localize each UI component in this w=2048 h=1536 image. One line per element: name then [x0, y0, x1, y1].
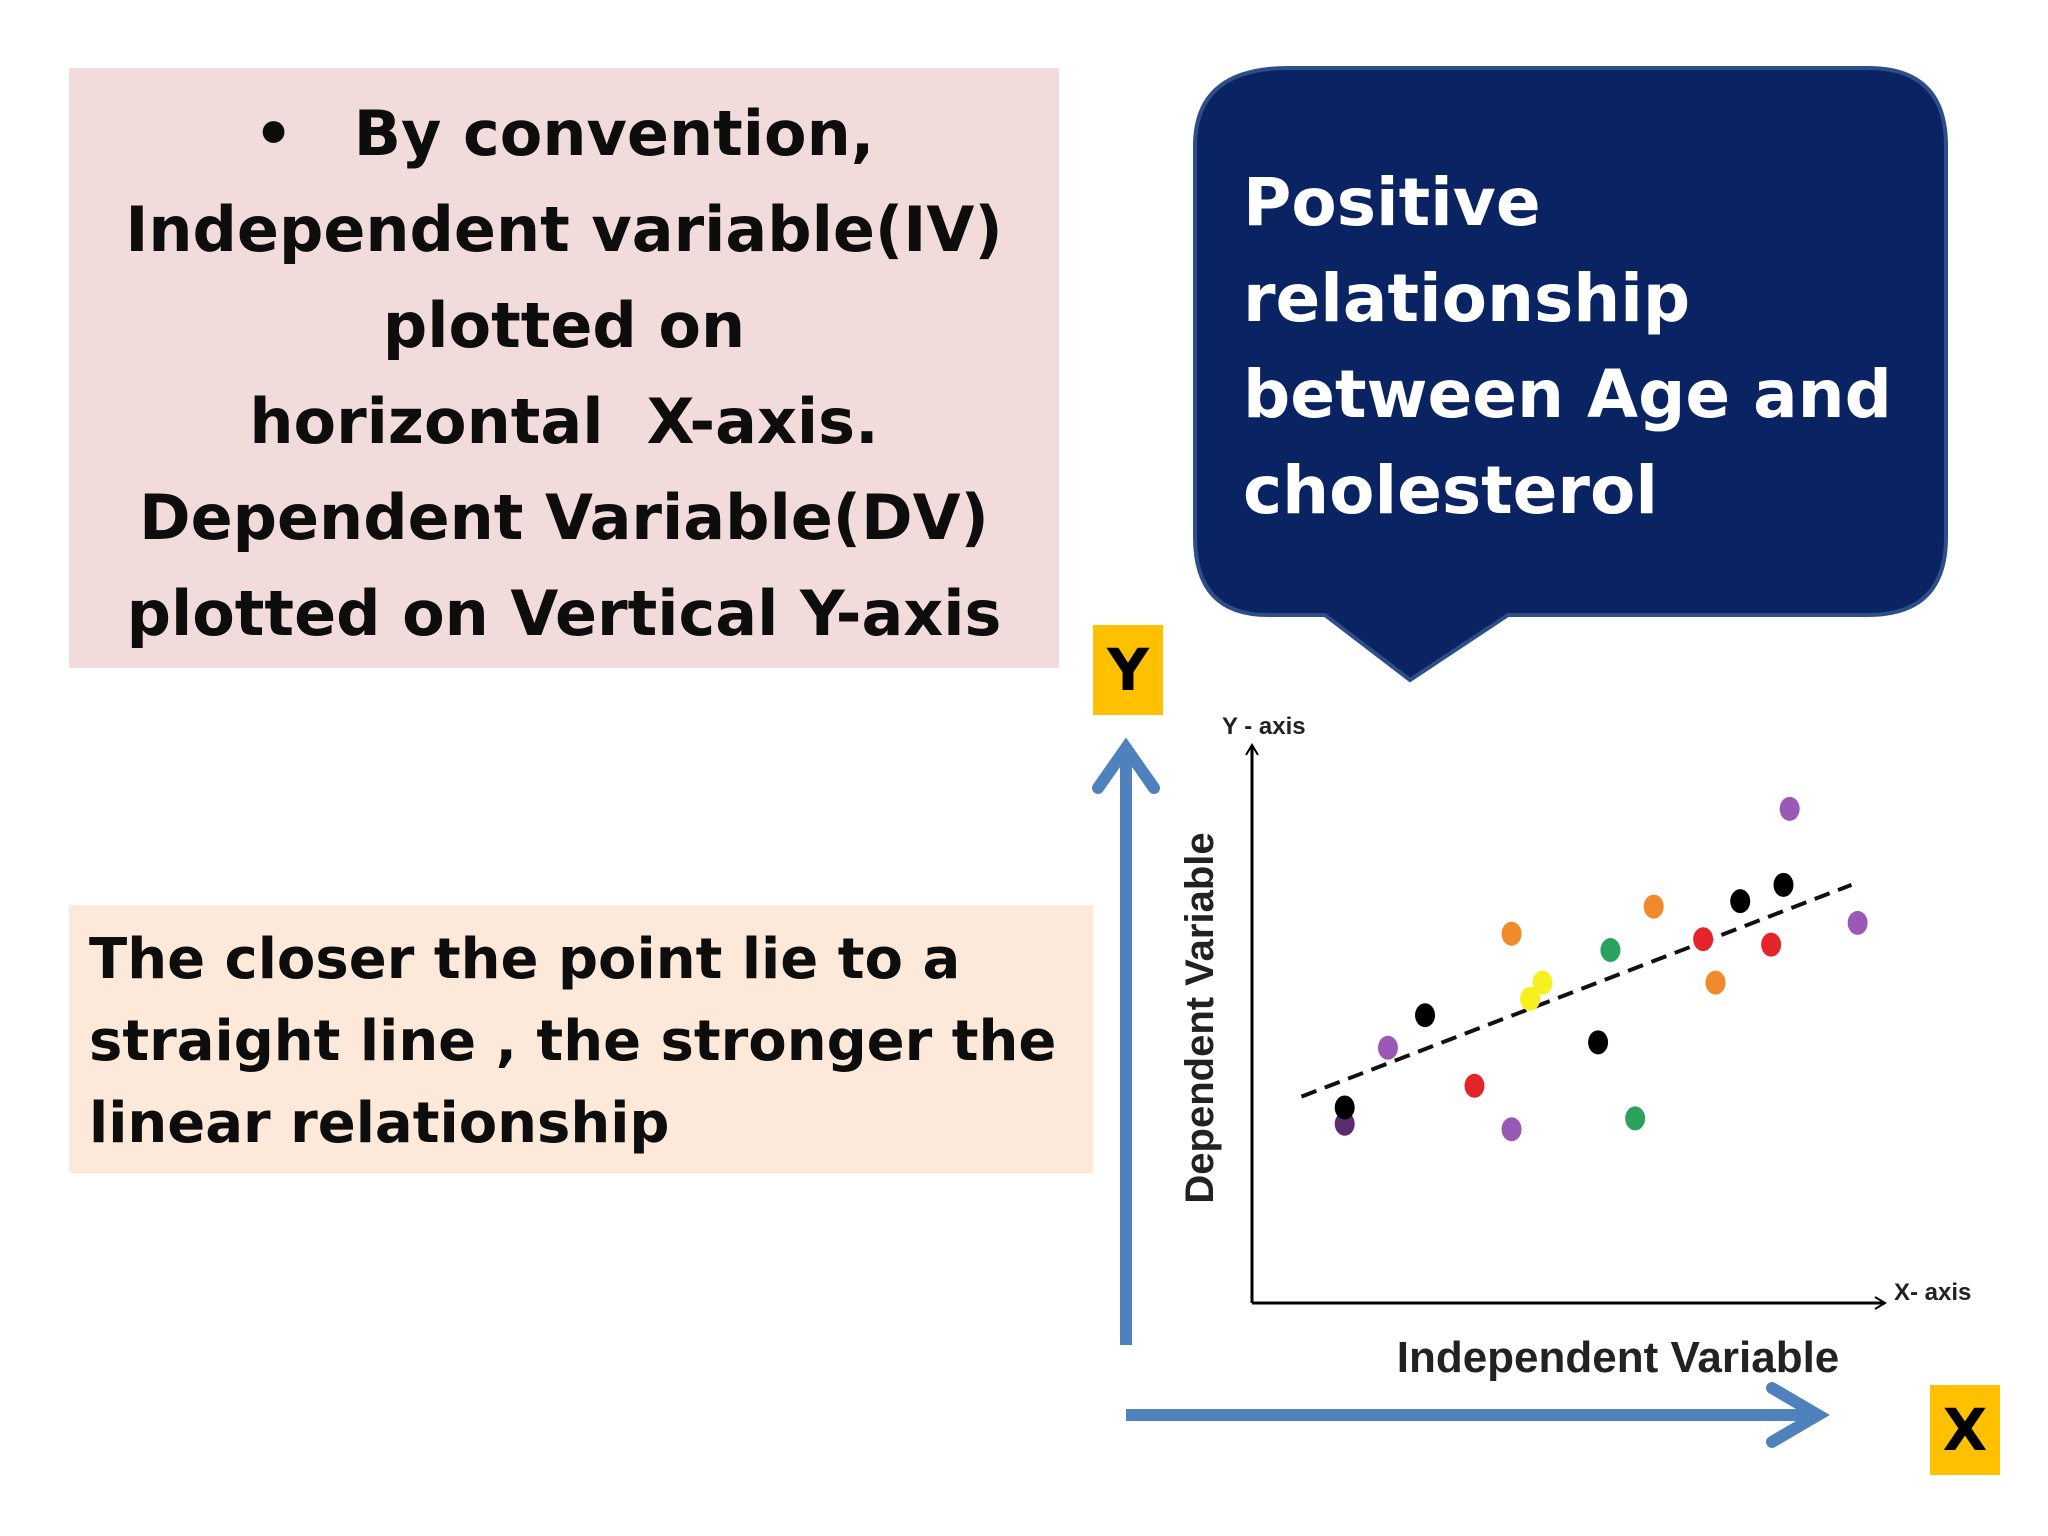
x-axis-label: Independent Variable: [1397, 1333, 1840, 1382]
data-point-19: [1847, 910, 1868, 935]
y-letter-badge: Y: [1093, 625, 1163, 715]
callout-line-2: relationship: [1243, 260, 1691, 337]
convention-line-3: plotted on: [382, 289, 746, 362]
data-point-17: [1773, 872, 1794, 897]
data-point-12: [1643, 894, 1664, 919]
data-point-14: [1705, 970, 1726, 995]
trend-line: [1300, 883, 1853, 1099]
linearity-box: The closer the point lie to a straight l…: [69, 905, 1093, 1173]
data-points: [1334, 796, 1868, 1142]
data-point-5: [1501, 1117, 1522, 1142]
data-point-18: [1779, 796, 1800, 821]
data-point-4: [1464, 1073, 1485, 1098]
bullet: •: [253, 97, 294, 170]
convention-line-5: Dependent Variable(DV): [139, 481, 989, 554]
convention-line-1: • By convention,: [69, 86, 1059, 182]
data-point-20: [1334, 1095, 1355, 1120]
y-axis-tag: Y - axis: [1222, 713, 1306, 740]
linearity-line-1: The closer the point lie to a: [89, 927, 961, 992]
convention-line-6: plotted on Vertical Y-axis: [126, 577, 1002, 650]
data-point-6: [1520, 986, 1541, 1011]
callout-line-4: cholesterol: [1243, 452, 1658, 529]
convention-box: • By convention, Independent variable(IV)…: [69, 68, 1059, 668]
big-x-axis-arrowhead: [1766, 1382, 1830, 1448]
data-point-10: [1600, 938, 1621, 963]
scatter-plot: Y - axis X- axis Independent Variable De…: [1178, 713, 1971, 1382]
data-point-8: [1532, 970, 1553, 995]
data-point-11: [1625, 1106, 1646, 1131]
linearity-line-2: straight line , the stronger the: [89, 1009, 1057, 1074]
big-y-axis-arrowhead: [1092, 737, 1160, 794]
linearity-line-3: linear relationship: [89, 1091, 670, 1156]
data-point-7: [1501, 921, 1522, 946]
data-point-15: [1730, 889, 1751, 914]
x-axis-tag: X- axis: [1894, 1279, 1971, 1306]
callout-bubble: [1193, 66, 1948, 683]
convention-line-4: horizontal X-axis.: [249, 385, 879, 458]
data-point-9: [1588, 1030, 1609, 1055]
x-letter-badge: X: [1930, 1385, 2000, 1475]
data-point-13: [1693, 927, 1714, 952]
data-point-3: [1415, 1003, 1436, 1028]
convention-line-2: Independent variable(IV): [125, 193, 1003, 266]
y-axis-label: Dependent Variable: [1178, 832, 1222, 1203]
data-point-16: [1761, 932, 1782, 957]
callout-line-1: Positive: [1243, 164, 1541, 241]
data-point-2: [1377, 1035, 1398, 1060]
callout-text: Positive relationship between Age and ch…: [1243, 155, 1892, 539]
callout-line-3: between Age and: [1243, 356, 1892, 433]
